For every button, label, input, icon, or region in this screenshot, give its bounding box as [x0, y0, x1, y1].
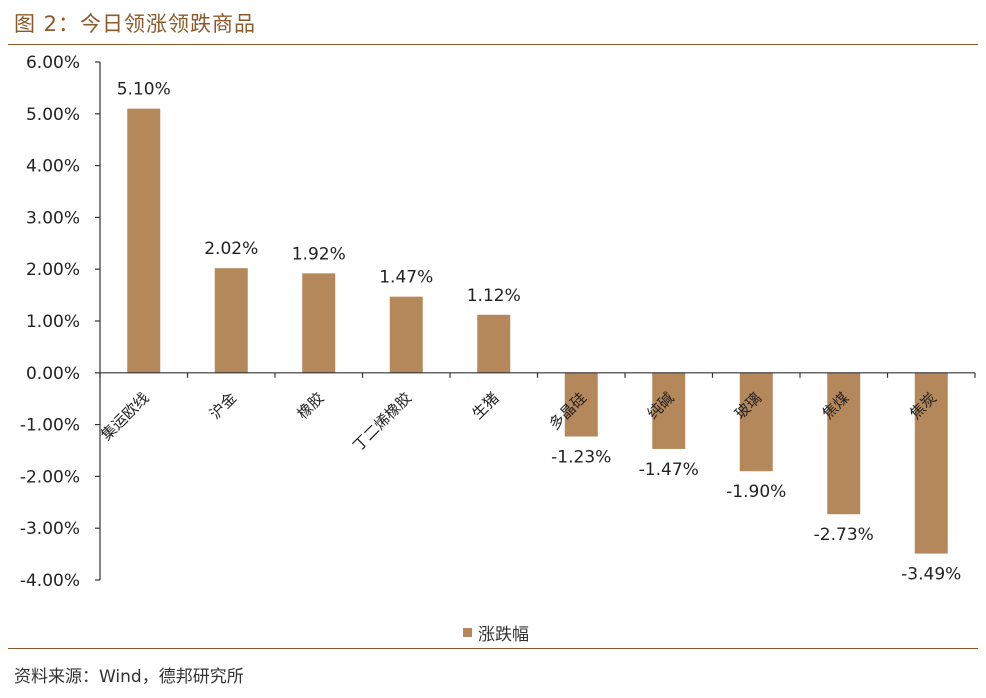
y-tick-label: 3.00% — [26, 208, 80, 228]
bar — [477, 314, 511, 373]
category-label: 沪金 — [206, 389, 240, 423]
data-label: -1.90% — [726, 482, 786, 502]
figure-title: 图 2：今日领涨领跌商品 — [14, 12, 257, 36]
data-label: -1.23% — [551, 448, 611, 468]
source-note: 资料来源：Wind，德邦研究所 — [14, 667, 244, 687]
title-divider — [8, 44, 978, 45]
data-label: 1.92% — [292, 244, 346, 264]
y-tick-label: 5.00% — [26, 105, 80, 125]
category-label: 生猪 — [469, 389, 503, 423]
category-label: 集运欧线 — [97, 389, 152, 444]
category-label: 丁二烯橡胶 — [349, 389, 415, 455]
legend-swatch — [463, 628, 472, 637]
data-label: -3.49% — [901, 565, 961, 585]
y-tick-label: -3.00% — [20, 519, 80, 539]
category-label: 橡胶 — [294, 389, 328, 423]
footer-divider — [8, 648, 978, 649]
y-tick-label: 4.00% — [26, 157, 80, 177]
y-tick-label: 6.00% — [26, 53, 80, 73]
data-label: -2.73% — [814, 525, 874, 545]
legend: 涨跌幅 — [463, 620, 529, 645]
bar — [214, 268, 248, 373]
y-tick-label: 0.00% — [26, 364, 80, 384]
data-label: 2.02% — [204, 239, 258, 259]
data-label: 1.12% — [467, 286, 521, 306]
y-tick-label: -1.00% — [20, 416, 80, 436]
y-tick-label: -4.00% — [20, 571, 80, 591]
y-tick-label: -2.00% — [20, 467, 80, 487]
data-label: 5.10% — [117, 80, 171, 100]
bar — [914, 372, 948, 554]
bar — [389, 296, 423, 373]
data-label: -1.47% — [639, 460, 699, 480]
bar — [302, 273, 336, 373]
y-tick-label: 1.00% — [26, 312, 80, 332]
bar — [564, 372, 598, 437]
bar — [739, 372, 773, 472]
bar — [127, 108, 161, 373]
legend-label: 涨跌幅 — [478, 625, 529, 645]
data-label: 1.47% — [379, 268, 433, 288]
y-tick-label: 2.00% — [26, 260, 80, 280]
bar — [827, 372, 861, 515]
bar — [652, 372, 686, 449]
